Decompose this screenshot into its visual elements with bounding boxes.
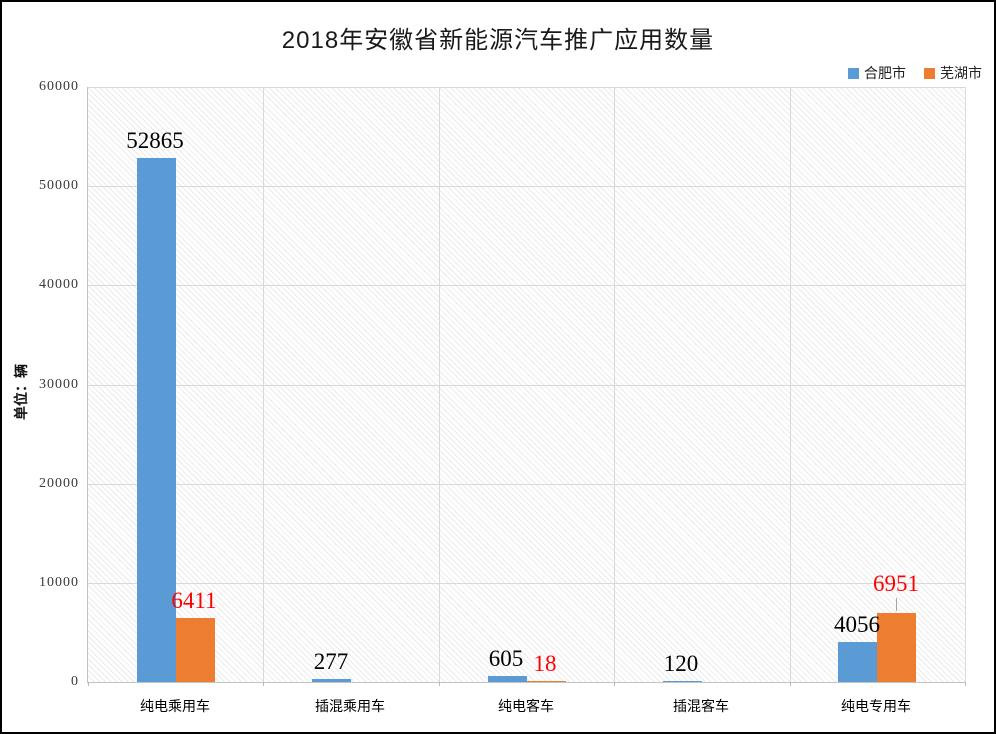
legend-item-合肥市: 合肥市 (848, 63, 906, 83)
bar-合肥市-纯电专用车 (838, 642, 877, 682)
category-label: 纯电乘用车 (140, 698, 210, 714)
gridline-horizontal (88, 285, 965, 286)
value-label: 18 (533, 651, 557, 676)
bar-芜湖市-纯电乘用车 (176, 618, 215, 682)
bar-芜湖市-纯电专用车 (877, 613, 916, 682)
legend-label: 芜湖市 (940, 65, 982, 81)
x-axis-tick (790, 682, 791, 686)
gridline-horizontal (88, 385, 965, 386)
y-tick-label: 50000 (39, 178, 79, 193)
y-tick-label: 40000 (39, 277, 79, 292)
legend-item-芜湖市: 芜湖市 (924, 63, 982, 83)
value-label: 52865 (126, 128, 184, 153)
gridline-vertical (439, 87, 440, 682)
gridline-vertical (614, 87, 615, 682)
gridline-horizontal (88, 87, 965, 88)
bar-合肥市-纯电客车 (488, 676, 527, 682)
gridline-horizontal (88, 186, 965, 187)
gridline-vertical (790, 87, 791, 682)
value-label: 277 (313, 649, 349, 674)
x-axis-tick (614, 682, 615, 686)
value-label: 605 (488, 646, 524, 671)
bar-芜湖市-纯电客车 (527, 681, 566, 682)
legend-swatch (924, 67, 935, 79)
category-label: 插混客车 (673, 698, 729, 714)
y-tick-label: 0 (71, 674, 79, 689)
value-label: 6951 (873, 571, 919, 596)
bar-合肥市-插混乘用车 (312, 679, 351, 682)
gridline-vertical (263, 87, 264, 682)
category-label: 纯电专用车 (841, 698, 911, 714)
x-axis-tick (263, 682, 264, 686)
category-label: 插混乘用车 (315, 698, 385, 714)
bar-合肥市-纯电乘用车 (137, 158, 176, 682)
x-axis-tick (88, 682, 89, 686)
legend: 合肥市 芜湖市 (848, 63, 982, 83)
label-leader-line (896, 598, 897, 611)
value-label: 120 (663, 651, 699, 676)
legend-label: 合肥市 (864, 65, 906, 81)
legend-swatch (848, 67, 859, 79)
y-tick-label: 20000 (39, 476, 79, 491)
y-tick-label: 30000 (39, 377, 79, 392)
plot-area (87, 87, 966, 686)
bar-合肥市-插混客车 (663, 681, 702, 682)
value-label: 4056 (834, 612, 880, 637)
y-tick-label: 60000 (39, 79, 79, 94)
y-tick-label: 10000 (39, 575, 79, 590)
category-label: 纯电客车 (498, 698, 554, 714)
x-axis-tick (965, 682, 966, 686)
gridline-horizontal (88, 484, 965, 485)
x-axis-tick (439, 682, 440, 686)
value-label: 6411 (171, 588, 217, 613)
chart-title: 2018年安徽省新能源汽车推广应用数量 (281, 27, 715, 54)
gridline-horizontal (88, 583, 965, 584)
